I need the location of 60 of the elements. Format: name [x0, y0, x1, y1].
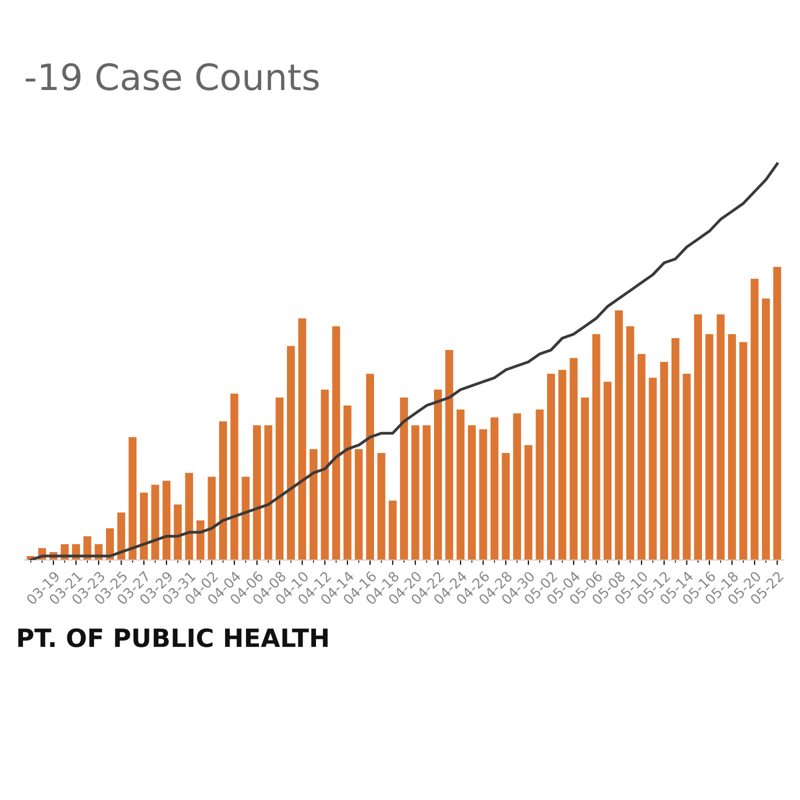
bar: [208, 476, 216, 560]
bar: [434, 390, 442, 560]
bar: [468, 425, 476, 560]
bar: [310, 449, 318, 560]
bar: [570, 358, 578, 560]
bar: [762, 298, 770, 560]
bar: [682, 374, 691, 560]
bar: [660, 362, 668, 560]
bar: [264, 425, 272, 560]
bar: [728, 334, 736, 560]
bar: [592, 334, 600, 560]
bar: [286, 346, 295, 560]
bar: [151, 484, 160, 560]
bar: [524, 445, 532, 560]
bar: [354, 449, 363, 560]
bar: [185, 472, 194, 560]
bar: [343, 405, 352, 560]
bar: [648, 378, 657, 560]
bar: [332, 326, 340, 560]
bar: [422, 425, 431, 560]
bar: [614, 310, 623, 560]
bar: [604, 382, 612, 560]
bar: [456, 409, 465, 560]
bar: [377, 453, 386, 560]
bar: [694, 314, 702, 560]
chart-title: -19 Case Counts: [26, 63, 319, 90]
bar: [366, 374, 374, 560]
bar: [445, 350, 454, 560]
bar: [219, 421, 228, 560]
bar: [479, 429, 488, 560]
bar: [580, 398, 589, 560]
bar: [400, 398, 408, 560]
bar: [128, 437, 137, 560]
bar: [253, 425, 261, 560]
bar: [502, 453, 510, 560]
bar: [558, 370, 566, 560]
bar: [716, 314, 725, 560]
bar: [230, 394, 238, 560]
bar: [638, 354, 646, 560]
bar: [536, 409, 544, 560]
bar: [196, 520, 204, 560]
bar: [388, 500, 397, 560]
bar: [242, 476, 250, 560]
bar: [411, 425, 420, 560]
bar: [174, 504, 182, 560]
bar: [298, 318, 306, 560]
bar: [671, 338, 680, 560]
bar: [750, 278, 759, 560]
bar: [705, 334, 714, 560]
bar: [773, 266, 782, 560]
bar: [140, 492, 148, 560]
bar: [513, 413, 522, 560]
text: PT. OF PUBLIC HEALTH: [18, 628, 328, 648]
bar: [320, 390, 329, 560]
bar: [276, 398, 284, 560]
bar: [162, 480, 170, 560]
bar: [490, 417, 498, 560]
bar: [547, 374, 555, 560]
bar: [626, 326, 634, 560]
bar: [739, 342, 748, 560]
